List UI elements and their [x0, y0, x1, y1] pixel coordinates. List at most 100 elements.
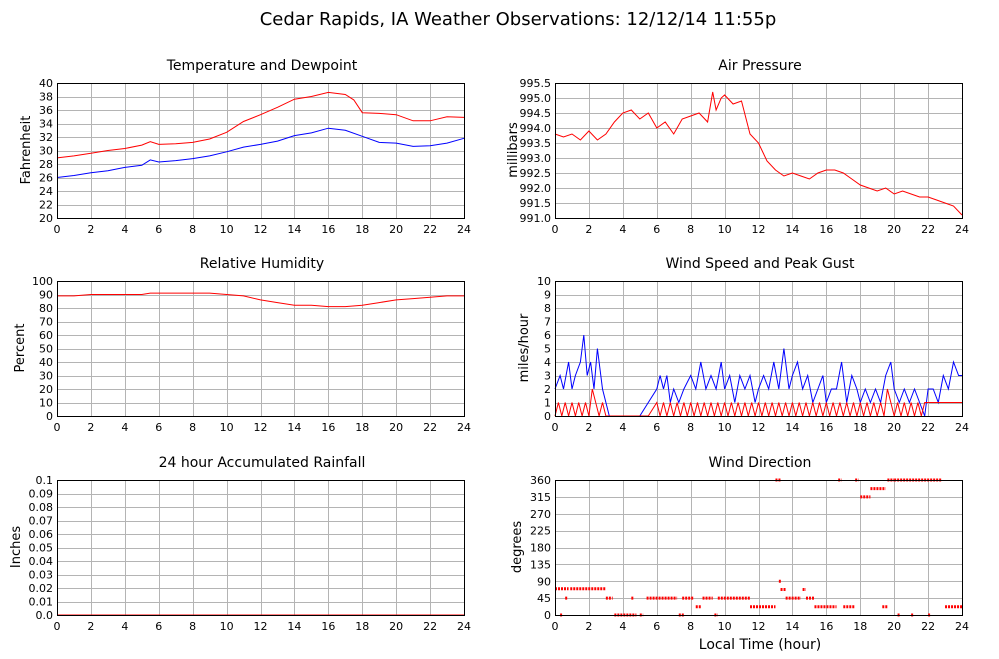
- x-tick-label: 24: [955, 421, 969, 434]
- x-tick-label: 20: [887, 421, 901, 434]
- x-tick-label: 20: [389, 421, 403, 434]
- y-tick-label: 1: [544, 397, 551, 410]
- plot-frame: [57, 83, 465, 219]
- y-tick-label: 0.09: [29, 488, 54, 501]
- y-tick-label: 991.5: [520, 197, 552, 210]
- y-tick-label: 0.05: [29, 542, 54, 555]
- x-tick-label: 6: [155, 620, 162, 633]
- x-tick-label: 20: [887, 620, 901, 633]
- series-line-0: [56, 91, 465, 159]
- x-tick-label: 10: [718, 620, 732, 633]
- chart-title: Temperature and Dewpoint: [166, 58, 358, 74]
- y-tick-label: 20: [39, 212, 53, 225]
- y-tick-label: 36: [39, 104, 53, 117]
- x-tick-label: 20: [389, 620, 403, 633]
- x-tick-label: 22: [921, 620, 935, 633]
- y-tick-label: 30: [39, 370, 53, 383]
- x-tick-label: 16: [321, 620, 335, 633]
- y-tick-label: 2: [544, 383, 551, 396]
- y-tick-label: 100: [32, 275, 53, 288]
- x-tick-label: 2: [585, 421, 592, 434]
- series-line-1: [56, 127, 465, 178]
- y-tick-label: 0.04: [29, 555, 54, 568]
- x-tick-label: 12: [752, 620, 766, 633]
- y-tick-label: 270: [530, 508, 551, 521]
- plot-frame: [555, 480, 963, 616]
- x-tick-label: 22: [423, 421, 437, 434]
- y-tick-label: 40: [39, 356, 53, 369]
- x-tick-label: 10: [718, 421, 732, 434]
- x-tick-label: 18: [853, 421, 867, 434]
- x-tick-label: 14: [785, 620, 799, 633]
- chart-title: Wind Speed and Peak Gust: [666, 256, 855, 272]
- x-tick-label: 6: [155, 421, 162, 434]
- x-tick-label: 24: [955, 620, 969, 633]
- x-tick-label: 12: [254, 620, 268, 633]
- x-tick-label: 6: [653, 620, 660, 633]
- x-tick-label: 0: [552, 223, 559, 236]
- chart-title: Wind Direction: [709, 455, 812, 471]
- y-tick-label: 225: [530, 525, 551, 538]
- x-tick-label: 8: [687, 223, 694, 236]
- x-tick-label: 10: [220, 421, 234, 434]
- x-tick-label: 6: [155, 223, 162, 236]
- plot-frame: [555, 281, 963, 417]
- x-tick-label: 16: [321, 421, 335, 434]
- y-axis-label: Percent: [13, 324, 28, 373]
- x-tick-label: 0: [552, 620, 559, 633]
- x-tick-label: 2: [87, 620, 94, 633]
- x-tick-label: 0: [54, 620, 61, 633]
- x-tick-label: 10: [220, 223, 234, 236]
- y-tick-label: 40: [39, 77, 53, 90]
- plot-frame: [57, 480, 465, 616]
- y-tick-label: 4: [544, 356, 551, 369]
- y-tick-label: 315: [530, 491, 551, 504]
- chart-title: Relative Humidity: [200, 256, 324, 272]
- y-axis-label: degrees: [510, 521, 525, 574]
- y-tick-label: 992.0: [520, 182, 552, 195]
- x-tick-label: 12: [254, 421, 268, 434]
- x-tick-label: 14: [287, 421, 301, 434]
- y-tick-label: 0.02: [29, 582, 54, 595]
- x-tick-label: 4: [121, 421, 128, 434]
- x-tick-label: 14: [785, 421, 799, 434]
- y-tick-label: 70: [39, 316, 53, 329]
- x-tick-label: 0: [54, 421, 61, 434]
- x-tick-label: 8: [189, 421, 196, 434]
- y-tick-label: 32: [39, 131, 53, 144]
- y-tick-label: 995.0: [520, 92, 552, 105]
- y-tick-label: 0.06: [29, 528, 54, 541]
- y-tick-label: 992.5: [520, 167, 552, 180]
- x-tick-label: 16: [819, 620, 833, 633]
- y-tick-label: 5: [544, 343, 551, 356]
- x-tick-label: 6: [653, 223, 660, 236]
- y-tick-label: 994.0: [520, 122, 552, 135]
- x-tick-label: 8: [687, 421, 694, 434]
- x-tick-label: 18: [355, 620, 369, 633]
- x-tick-label: 12: [752, 223, 766, 236]
- x-tick-label: 4: [619, 223, 626, 236]
- x-tick-label: 24: [955, 223, 969, 236]
- x-tick-label: 10: [220, 620, 234, 633]
- y-tick-label: 30: [39, 145, 53, 158]
- y-tick-label: 10: [39, 397, 53, 410]
- x-tick-label: 0: [552, 421, 559, 434]
- y-tick-label: 9: [544, 289, 551, 302]
- y-tick-label: 6: [544, 329, 551, 342]
- x-tick-label: 18: [853, 620, 867, 633]
- x-tick-label: 12: [254, 223, 268, 236]
- x-tick-label: 16: [819, 421, 833, 434]
- y-axis-label: Inches: [9, 526, 24, 568]
- y-tick-label: 90: [39, 289, 53, 302]
- page-title: Cedar Rapids, IA Weather Observations: 1…: [260, 9, 777, 30]
- y-tick-label: 0.03: [29, 569, 54, 582]
- y-tick-label: 0.1: [36, 474, 54, 487]
- x-tick-label: 20: [887, 223, 901, 236]
- x-tick-label: 16: [321, 223, 335, 236]
- y-tick-label: 60: [39, 329, 53, 342]
